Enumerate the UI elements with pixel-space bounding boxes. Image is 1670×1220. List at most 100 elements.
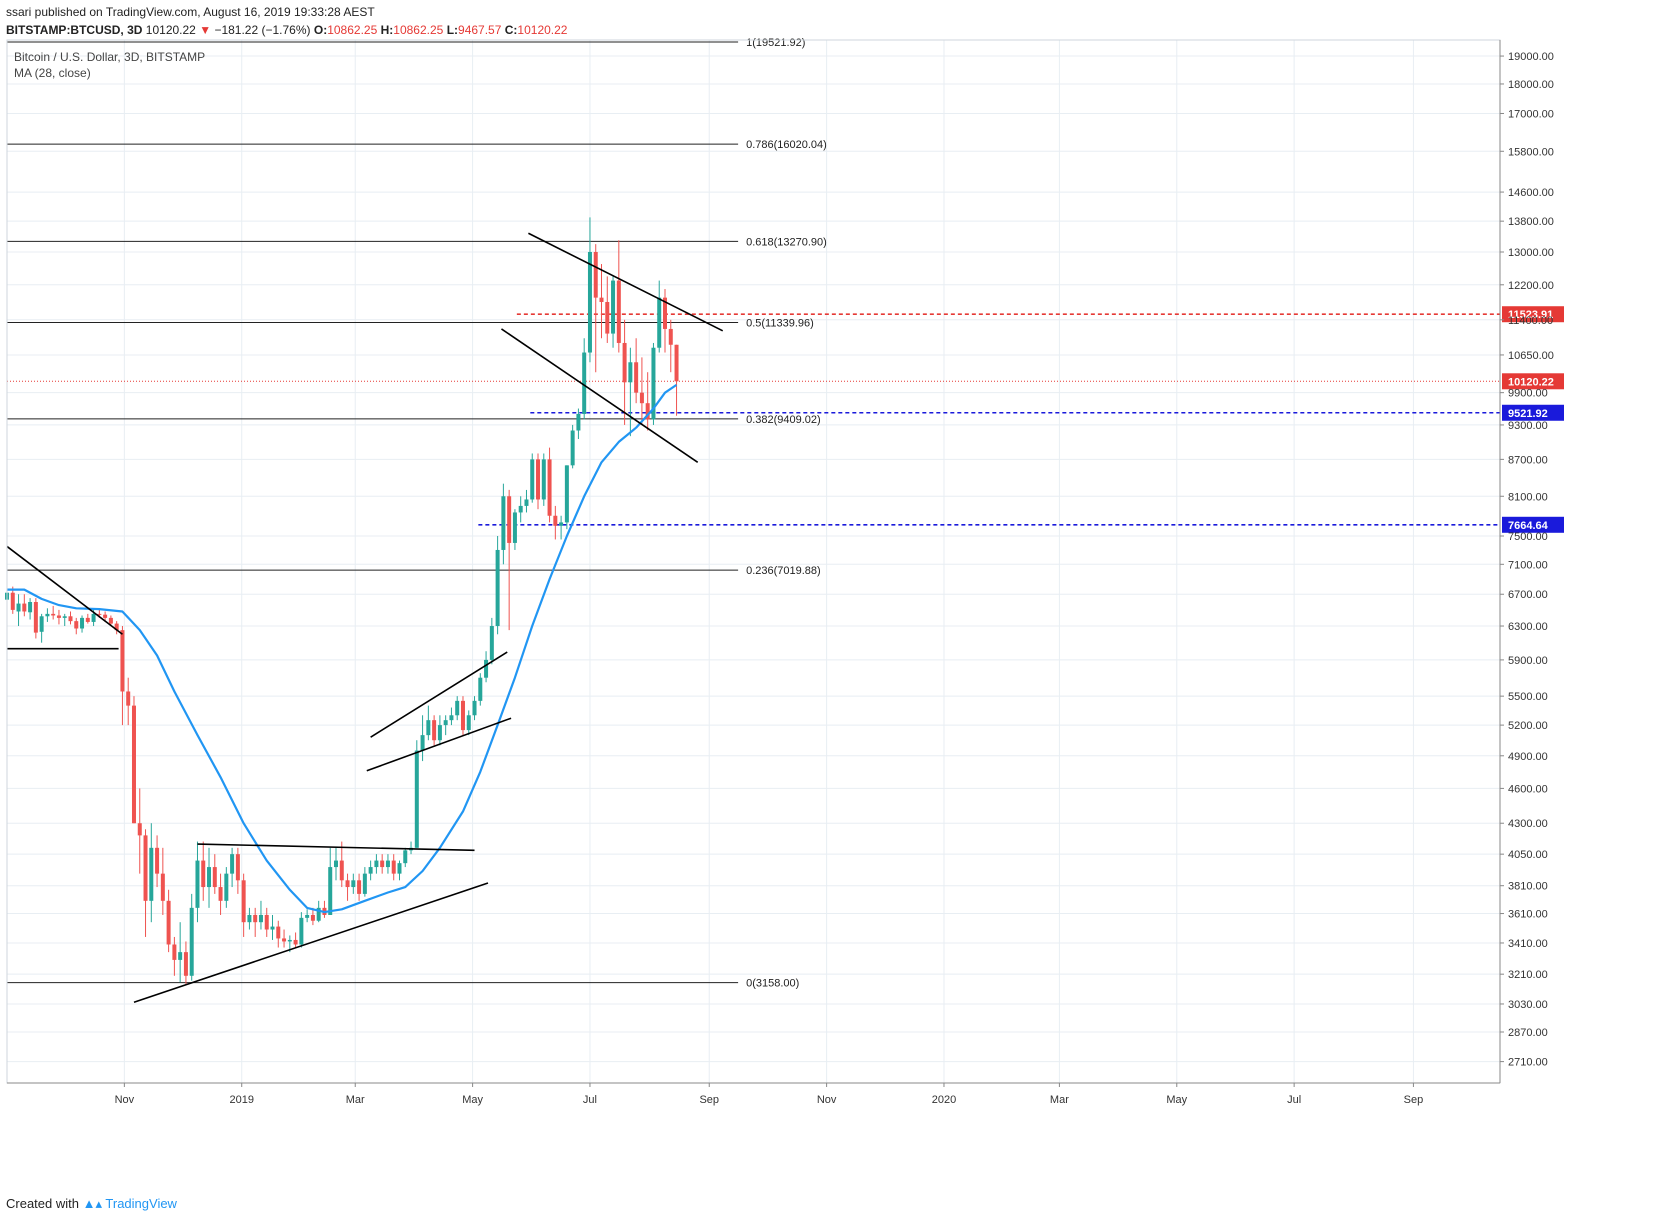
y-tick-label: 4050.00: [1508, 849, 1548, 861]
candle-body: [264, 914, 269, 930]
x-tick-label: Mar: [1050, 1094, 1069, 1106]
trendlines: [6, 232, 724, 1004]
candle-body: [634, 362, 639, 393]
candle-body: [328, 867, 333, 915]
candle-body: [91, 613, 96, 622]
footer: Created with ▲▴ TradingView: [6, 1196, 177, 1212]
candle-body: [403, 850, 408, 864]
candle-body: [489, 626, 494, 660]
low-value: 9467.57: [458, 23, 502, 37]
candle-body: [235, 854, 240, 881]
candle-body: [316, 907, 321, 921]
candle-body: [466, 715, 471, 731]
y-tick-label: 5200.00: [1508, 720, 1548, 732]
y-tick-label: 14600.00: [1508, 187, 1554, 199]
candle-body: [74, 621, 79, 629]
fib-levels: 1(19521.92) 0.786(16020.04) 0.618(13270.90…: [7, 37, 827, 990]
candle-body: [108, 617, 113, 624]
candle-body: [662, 297, 667, 329]
candle-body: [22, 603, 27, 612]
x-tick-label: May: [1166, 1094, 1187, 1106]
candle-body: [97, 613, 102, 615]
candle-body: [293, 939, 298, 945]
candle-body: [559, 522, 564, 526]
candle-body: [195, 860, 200, 908]
candle-body: [68, 616, 73, 622]
candle-body: [622, 342, 627, 383]
candle-body: [426, 720, 431, 736]
x-tick-label: Jul: [1287, 1094, 1301, 1106]
y-tick-label: 12200.00: [1508, 280, 1554, 292]
candle-body: [149, 847, 154, 901]
candle-body: [305, 914, 310, 918]
down-arrow-icon: ▼: [199, 23, 212, 37]
trendline: [370, 651, 508, 738]
publisher-line: ssari published on TradingView.com, Augu…: [6, 5, 375, 19]
candle-body: [287, 939, 292, 942]
close-label: C:: [504, 23, 518, 37]
candle-body: [253, 914, 258, 923]
candle-body: [420, 735, 425, 751]
trendline: [366, 717, 512, 772]
candle-body: [126, 691, 131, 706]
price-tag: [1502, 404, 1564, 421]
candle-body: [553, 515, 558, 526]
x-tick-label: Sep: [699, 1094, 719, 1106]
y-tick-label: 7500.00: [1508, 531, 1548, 543]
candle-body: [16, 603, 21, 612]
candle-body: [657, 297, 662, 348]
x-tick-label: 2020: [932, 1094, 956, 1106]
candle-body: [178, 952, 183, 960]
y-tick-label: 4600.00: [1508, 783, 1548, 795]
candle-body: [131, 705, 136, 824]
price-lines: 11523.91 10120.22 9521.92 7664.64: [7, 306, 1564, 533]
candle-body: [270, 926, 275, 930]
candle-body: [183, 952, 188, 976]
candle-body: [507, 496, 512, 543]
candle-body: [56, 615, 61, 618]
candle-body: [541, 459, 546, 500]
candle-body: [570, 430, 575, 466]
y-tick-label: 8700.00: [1508, 454, 1548, 466]
y-tick-label: 11400.00: [1508, 315, 1553, 327]
fib-label: 0.5(11339.96): [746, 318, 814, 330]
candle-body: [299, 917, 304, 945]
y-tick-label: 7100.00: [1508, 559, 1548, 571]
y-tick-label: 10650.00: [1508, 350, 1554, 362]
x-tick-label: 2019: [229, 1094, 253, 1106]
candle-body: [62, 616, 67, 618]
candle-body: [362, 873, 367, 894]
candle-body: [472, 700, 477, 716]
tradingview-logo-icon: ▲▴: [82, 1196, 103, 1211]
high-value: 10862.25: [393, 23, 444, 37]
candle-body: [599, 297, 604, 303]
candle-body: [160, 873, 165, 901]
candle-body: [310, 914, 315, 921]
candle-body: [51, 613, 56, 616]
candle-body: [524, 499, 529, 506]
y-tick-label: 3210.00: [1508, 969, 1548, 981]
fib-label: 0.618(13270.90): [746, 236, 827, 248]
x-tick-label: Nov: [115, 1094, 135, 1106]
tradingview-brand[interactable]: TradingView: [105, 1196, 177, 1211]
candle-body: [484, 659, 489, 678]
price-tag-label: 9521.92: [1508, 408, 1548, 420]
y-tick-label: 3030.00: [1508, 999, 1548, 1011]
candle-body: [380, 860, 385, 868]
candle-body: [39, 616, 44, 632]
candle-body: [230, 854, 235, 874]
ma-line-group: [7, 383, 678, 914]
candle-body: [345, 880, 350, 888]
y-tick-label: 2870.00: [1508, 1027, 1548, 1039]
candle-body: [593, 251, 598, 298]
price-tag: [1502, 373, 1564, 390]
candle-body: [449, 715, 454, 721]
candle-body: [368, 867, 373, 874]
candle-body: [547, 459, 552, 516]
fib-label: 0.236(7019.88): [746, 565, 821, 577]
candle-body: [10, 592, 15, 610]
candle-body: [536, 459, 541, 500]
candle-body: [432, 720, 437, 741]
candle-body: [33, 602, 38, 633]
